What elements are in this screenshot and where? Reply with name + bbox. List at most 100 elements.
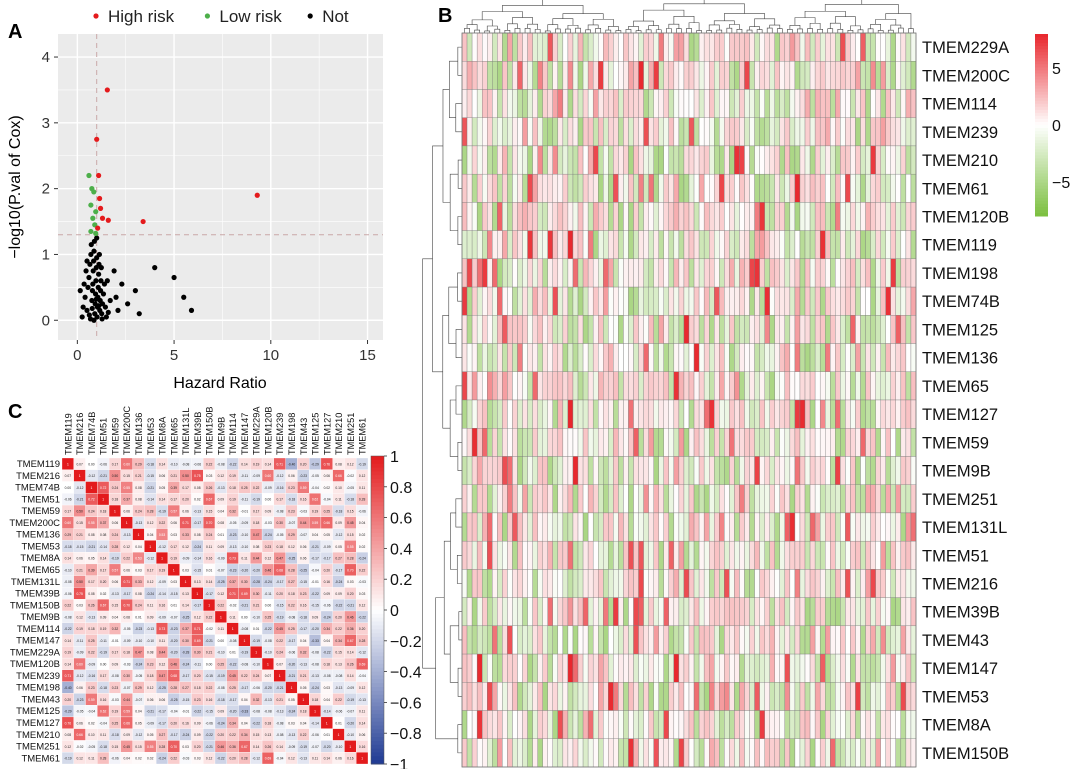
heatmap-cell xyxy=(784,61,791,90)
heatmap-cell xyxy=(587,484,594,514)
heatmap-cell xyxy=(547,540,553,570)
point-not xyxy=(88,251,94,258)
correlation-value: -0.08 xyxy=(311,651,319,655)
heatmap-cell xyxy=(567,258,574,288)
heatmap-cell xyxy=(557,738,564,768)
heatmap-cell xyxy=(910,343,917,372)
heatmap-cell xyxy=(522,61,528,90)
heatmap-cell xyxy=(577,569,584,598)
heatmap-cell xyxy=(638,202,644,231)
heatmap-cell xyxy=(719,540,725,570)
heatmap-cell xyxy=(688,117,695,147)
heatmap-cell xyxy=(850,399,856,429)
heatmap-cell xyxy=(840,569,846,598)
heatmap-cell xyxy=(895,512,902,542)
correlation-value: -0.24 xyxy=(217,721,225,725)
heatmap-cell xyxy=(628,32,634,62)
heatmap-cell xyxy=(673,428,680,457)
heatmap-cell xyxy=(471,286,478,316)
heatmap-cell xyxy=(542,653,548,683)
correlation-row-label: TMEM210 xyxy=(16,730,60,741)
heatmap-cell xyxy=(562,286,569,316)
correlation-value: -0.20 xyxy=(170,639,178,643)
heatmap-cell xyxy=(764,61,770,90)
dendrogram-branch xyxy=(595,28,602,33)
heatmap-cell xyxy=(487,258,493,288)
heatmap-cell xyxy=(830,512,836,542)
heatmap-cell xyxy=(592,399,599,429)
colorbar-segment xyxy=(371,586,384,592)
correlation-value: 0.08 xyxy=(194,533,201,537)
heatmap-cell xyxy=(623,371,629,401)
heatmap-cell xyxy=(683,286,690,316)
heatmap-cell xyxy=(492,173,498,203)
heatmap-cell xyxy=(860,32,866,62)
correlation-value: 0.03 xyxy=(135,568,142,572)
heatmap-cell xyxy=(668,738,675,768)
point-high-risk xyxy=(96,195,103,202)
heatmap-cell xyxy=(502,484,508,514)
heatmap-cell xyxy=(683,456,690,485)
heatmap-cell xyxy=(910,569,917,598)
heatmap-cell xyxy=(512,117,518,147)
heatmap-cell xyxy=(835,315,841,344)
correlation-value: 0.09 xyxy=(194,721,201,725)
heatmap-cell xyxy=(633,456,639,485)
heatmap-cell xyxy=(870,653,876,683)
heatmap-cell xyxy=(819,710,826,739)
correlation-value: -0.21 xyxy=(241,604,249,608)
heatmap-cell xyxy=(875,738,881,768)
correlation-value: 0.26 xyxy=(347,662,354,666)
colorbar-segment xyxy=(371,590,384,596)
heatmap-cell xyxy=(487,540,493,570)
correlation-value: -0.08 xyxy=(64,580,72,584)
point-high-risk xyxy=(94,136,100,142)
heatmap-cell xyxy=(830,173,836,203)
heatmap-cell xyxy=(819,625,826,655)
colorbar-segment xyxy=(371,529,384,534)
panel-label-c: C xyxy=(8,401,22,423)
heatmap-cell xyxy=(794,484,801,514)
heatmap-cell xyxy=(819,682,826,711)
heatmap-cell xyxy=(618,569,624,598)
heatmap-cell xyxy=(613,315,619,344)
heatmap-cell xyxy=(895,625,902,655)
heatmap-cell xyxy=(461,315,468,344)
heatmap-cell xyxy=(835,456,841,485)
heatmap-cell xyxy=(537,343,543,372)
correlation-value: -0.02 xyxy=(229,604,237,608)
heatmap-cell xyxy=(860,61,866,90)
heatmap-cell xyxy=(794,230,801,260)
heatmap-cell xyxy=(577,682,584,711)
heatmap-cell xyxy=(779,371,786,401)
heatmap-cell xyxy=(754,61,760,90)
heatmap-cell xyxy=(653,484,659,514)
correlation-value: 1 xyxy=(279,674,281,678)
heatmap-cell xyxy=(562,597,569,627)
heatmap-cell xyxy=(825,230,831,260)
heatmap-cell xyxy=(461,286,468,316)
correlation-value: 0.69 xyxy=(359,662,366,666)
heatmap-cell xyxy=(603,202,609,231)
heatmap-cell xyxy=(845,202,851,231)
heatmap-cell xyxy=(648,738,654,768)
heatmap-cell xyxy=(688,738,695,768)
correlation-value: 0.18 xyxy=(300,710,307,714)
correlation-value: 0.11 xyxy=(147,604,153,608)
correlation-value: -0.13 xyxy=(264,698,272,702)
heatmap-cell xyxy=(487,428,493,457)
heatmap-cell xyxy=(547,653,553,683)
colorbar-segment xyxy=(371,690,384,696)
heatmap-cell xyxy=(819,456,826,485)
heatmap-cell xyxy=(754,540,760,570)
correlation-value: 0.12 xyxy=(265,557,272,561)
heatmap-cell xyxy=(759,145,765,175)
heatmap-cell xyxy=(562,117,569,147)
heatmap-cell xyxy=(476,456,483,485)
heatmap-cell xyxy=(769,625,775,655)
heatmap-cell xyxy=(880,710,886,739)
correlation-value: 0.71 xyxy=(194,627,201,631)
heatmap-cell xyxy=(865,117,871,147)
heatmap-cell xyxy=(744,371,750,401)
